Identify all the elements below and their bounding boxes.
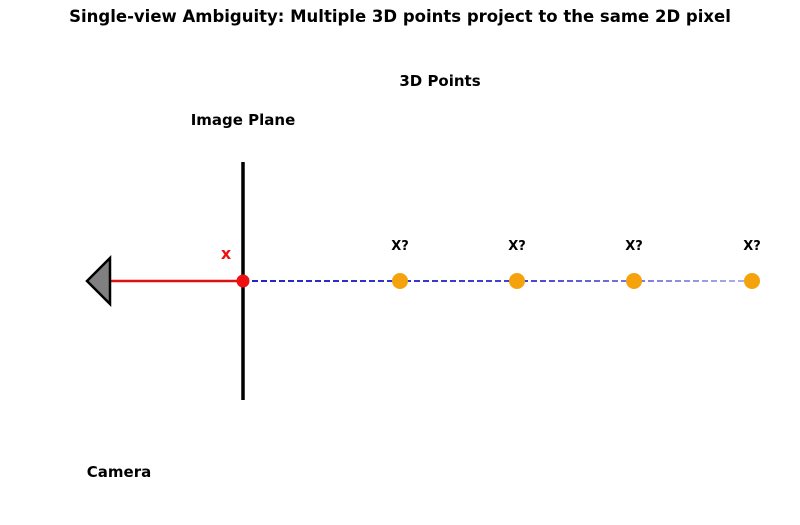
points-header: 3D Points: [399, 72, 480, 90]
candidate-point: X?: [508, 239, 526, 289]
point-marker: [626, 273, 642, 289]
point-marker: [392, 273, 408, 289]
diagram-title: Single-view Ambiguity: Multiple 3D point…: [69, 7, 731, 26]
candidate-point: X?: [625, 239, 643, 289]
camera-label: Camera: [87, 463, 151, 481]
pixel-point: [236, 274, 250, 288]
candidate-point: X?: [743, 239, 761, 289]
point-label: X?: [743, 239, 761, 254]
pixel-label: x: [221, 244, 232, 263]
point-label: X?: [391, 239, 409, 254]
point-label: X?: [508, 239, 526, 254]
image-plane-label: Image Plane: [191, 111, 296, 129]
camera-icon: [85, 254, 112, 308]
point-marker: [509, 273, 525, 289]
point-marker: [744, 273, 760, 289]
point-label: X?: [625, 239, 643, 254]
candidate-points: X? X? X? X?: [391, 239, 761, 289]
candidate-point: X?: [391, 239, 409, 289]
